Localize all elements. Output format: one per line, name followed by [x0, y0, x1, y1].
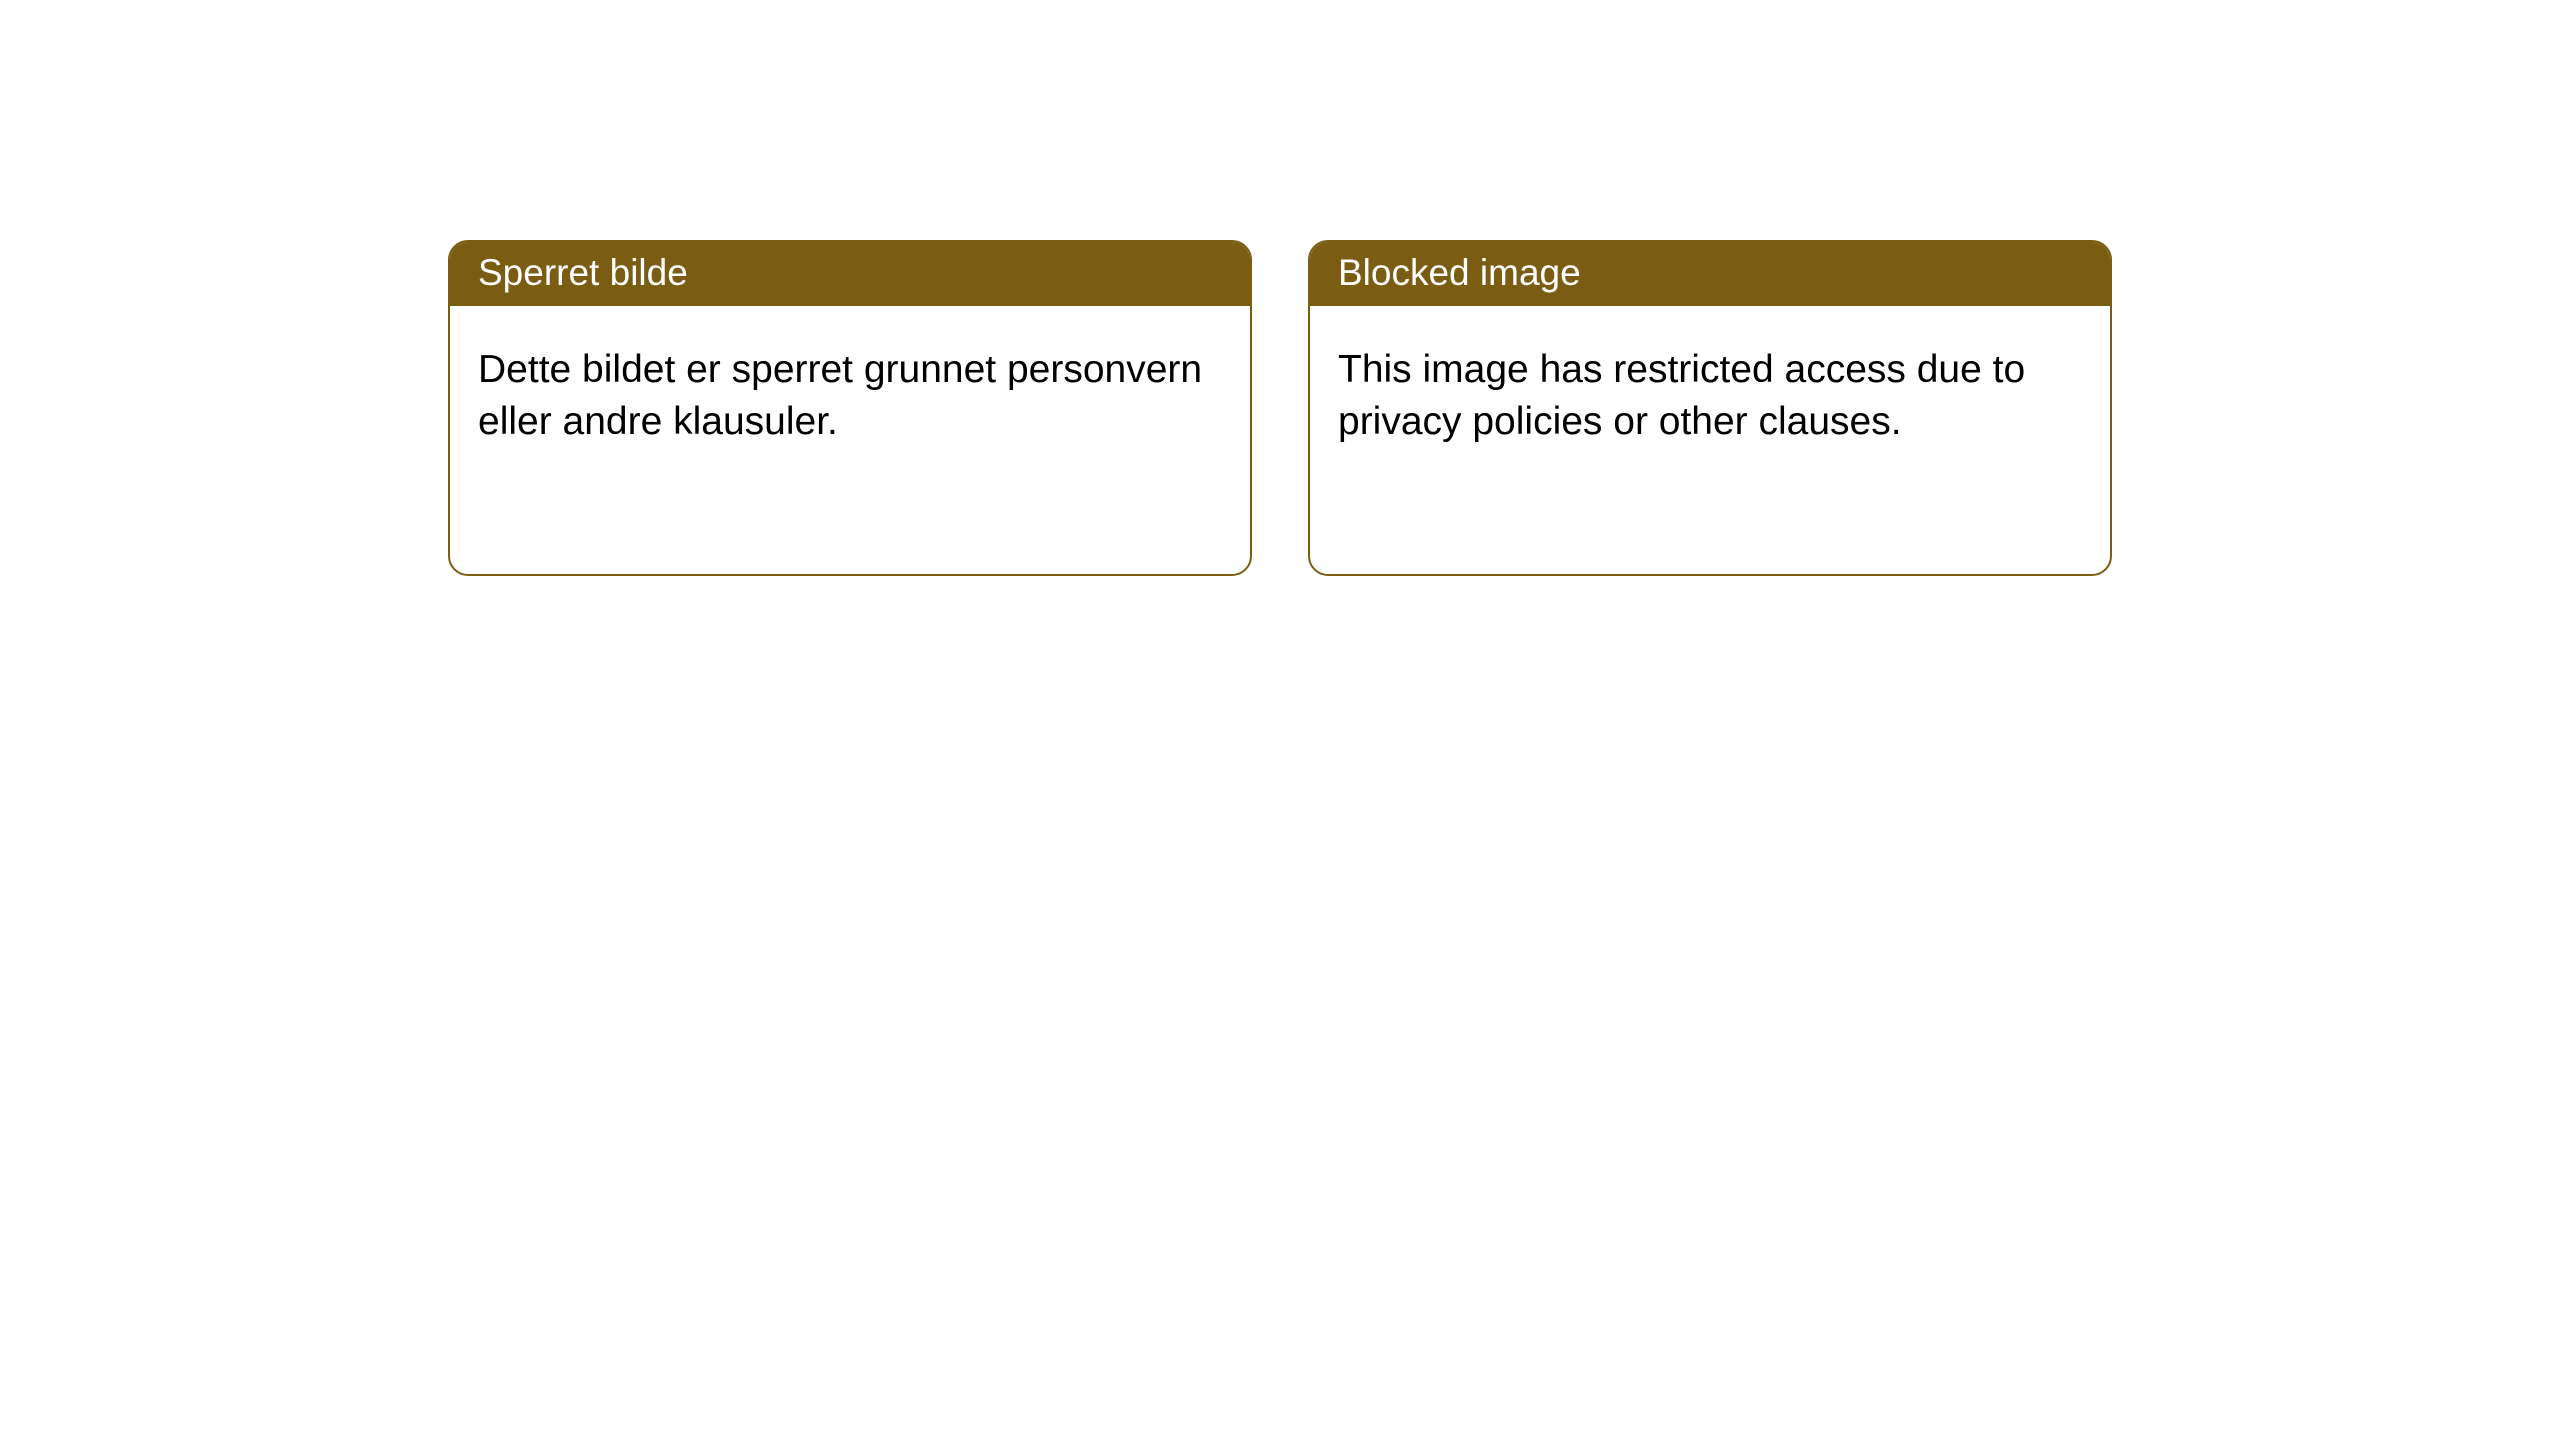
notice-card-header: Blocked image	[1310, 242, 2110, 306]
notice-card-message: Dette bildet er sperret grunnet personve…	[478, 348, 1202, 443]
notice-card-title: Blocked image	[1338, 252, 1581, 293]
notice-card-norwegian: Sperret bilde Dette bildet er sperret gr…	[448, 240, 1252, 576]
notice-card-english: Blocked image This image has restricted …	[1308, 240, 2112, 576]
notice-card-body: Dette bildet er sperret grunnet personve…	[450, 306, 1250, 486]
notice-card-header: Sperret bilde	[450, 242, 1250, 306]
notice-cards-container: Sperret bilde Dette bildet er sperret gr…	[0, 0, 2560, 576]
notice-card-message: This image has restricted access due to …	[1338, 348, 2025, 443]
notice-card-body: This image has restricted access due to …	[1310, 306, 2110, 486]
notice-card-title: Sperret bilde	[478, 252, 688, 293]
